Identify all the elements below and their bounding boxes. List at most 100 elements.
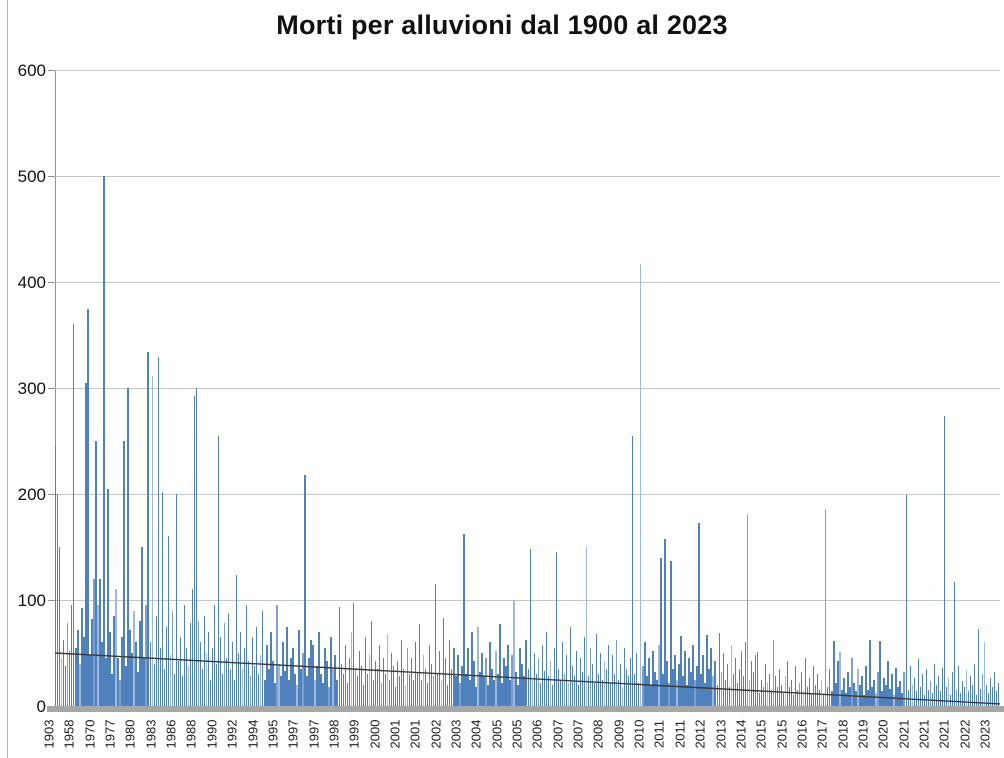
bar <box>859 684 861 706</box>
bar <box>650 684 652 706</box>
x-tick-label: 2014 <box>733 719 749 749</box>
bar <box>786 661 789 706</box>
bar <box>714 661 716 706</box>
bar <box>585 547 588 706</box>
bar <box>682 676 684 706</box>
x-tick-label: 2001 <box>407 719 423 749</box>
bar <box>609 682 612 706</box>
bar <box>887 661 889 706</box>
bar <box>111 674 113 706</box>
x-tick-label: 2003 <box>448 719 464 749</box>
bar <box>225 658 228 706</box>
bar <box>366 674 369 706</box>
bar <box>734 658 736 706</box>
bar <box>306 676 308 706</box>
bar <box>55 446 57 706</box>
bar <box>356 676 358 706</box>
bar <box>302 653 304 706</box>
bar <box>901 693 903 706</box>
bar <box>209 679 212 706</box>
bar <box>509 679 511 706</box>
bar <box>364 637 367 706</box>
bar <box>189 623 192 706</box>
bar <box>250 676 252 706</box>
bar <box>939 691 942 706</box>
bar <box>282 642 284 706</box>
bar <box>579 658 582 706</box>
y-tick-mark <box>48 282 55 283</box>
bar <box>501 682 503 706</box>
bar <box>652 650 654 706</box>
bar <box>181 676 184 706</box>
bar <box>728 686 730 706</box>
bar <box>658 644 660 706</box>
x-tick-label: 2005 <box>509 719 525 749</box>
x-tick-label: 2011 <box>651 720 667 748</box>
bar <box>756 651 759 706</box>
bar <box>511 655 513 706</box>
bar <box>292 647 294 706</box>
bar <box>517 684 519 706</box>
bar <box>823 695 825 706</box>
bar <box>83 637 85 706</box>
gridline <box>55 176 1000 177</box>
bar <box>499 624 501 706</box>
bar <box>945 686 948 706</box>
bar <box>692 644 694 706</box>
bar <box>684 650 686 706</box>
bar <box>416 672 419 706</box>
bar <box>857 668 859 706</box>
bar <box>638 682 640 706</box>
bar <box>195 388 198 706</box>
bar <box>505 665 507 706</box>
bar <box>776 686 779 706</box>
gridline <box>55 600 1000 601</box>
bar <box>855 691 857 706</box>
bar <box>463 534 465 706</box>
bar <box>103 176 105 706</box>
bar <box>664 538 666 706</box>
bar <box>913 678 915 706</box>
bar <box>380 682 383 706</box>
bar <box>268 668 270 706</box>
bar <box>587 676 590 706</box>
bar <box>487 684 489 706</box>
x-tick-label: 2005 <box>489 719 505 749</box>
bar <box>177 661 180 706</box>
bar <box>469 679 471 706</box>
bar <box>328 686 330 706</box>
bar <box>244 647 246 706</box>
bar <box>59 547 61 706</box>
bar <box>410 658 413 706</box>
bar <box>527 668 529 706</box>
bar <box>670 560 672 706</box>
bar <box>155 615 157 706</box>
y-tick-label: 500 <box>17 167 46 186</box>
bar <box>451 668 453 706</box>
bar <box>589 647 592 706</box>
bar <box>628 676 630 706</box>
bar <box>963 686 966 706</box>
bar <box>388 679 391 706</box>
bar <box>575 650 578 706</box>
bar <box>630 658 632 706</box>
bar <box>706 634 708 706</box>
bar <box>937 676 940 706</box>
bar <box>881 691 883 706</box>
bar <box>539 682 541 706</box>
x-tick-label: 2021 <box>896 719 912 749</box>
bar <box>491 668 493 706</box>
x-tick-label: 2007 <box>570 719 586 749</box>
bar <box>825 508 827 706</box>
bar <box>338 607 340 706</box>
bar <box>471 631 473 706</box>
bar <box>656 679 658 706</box>
bar <box>79 663 81 706</box>
bar <box>591 663 594 706</box>
bar <box>503 658 505 706</box>
bar <box>895 667 897 706</box>
x-tick-label: 2010 <box>631 719 647 749</box>
bar <box>139 621 141 706</box>
bar <box>227 612 230 706</box>
bar <box>167 536 169 706</box>
